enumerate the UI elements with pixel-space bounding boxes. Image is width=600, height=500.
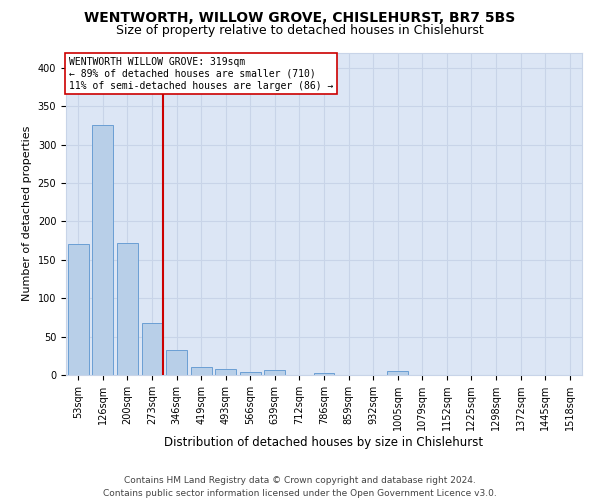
Text: WENTWORTH, WILLOW GROVE, CHISLEHURST, BR7 5BS: WENTWORTH, WILLOW GROVE, CHISLEHURST, BR… — [85, 11, 515, 25]
Bar — [240, 372, 261, 375]
Bar — [265, 370, 286, 375]
Bar — [191, 368, 212, 375]
X-axis label: Distribution of detached houses by size in Chislehurst: Distribution of detached houses by size … — [164, 436, 484, 449]
Bar — [68, 244, 89, 375]
Bar — [387, 371, 408, 375]
Y-axis label: Number of detached properties: Number of detached properties — [22, 126, 32, 302]
Text: Contains HM Land Registry data © Crown copyright and database right 2024.
Contai: Contains HM Land Registry data © Crown c… — [103, 476, 497, 498]
Bar — [314, 372, 334, 375]
Bar — [215, 369, 236, 375]
Text: WENTWORTH WILLOW GROVE: 319sqm
← 89% of detached houses are smaller (710)
11% of: WENTWORTH WILLOW GROVE: 319sqm ← 89% of … — [68, 58, 333, 90]
Bar — [92, 126, 113, 375]
Bar — [142, 323, 163, 375]
Text: Size of property relative to detached houses in Chislehurst: Size of property relative to detached ho… — [116, 24, 484, 37]
Bar — [166, 350, 187, 375]
Bar — [117, 243, 138, 375]
